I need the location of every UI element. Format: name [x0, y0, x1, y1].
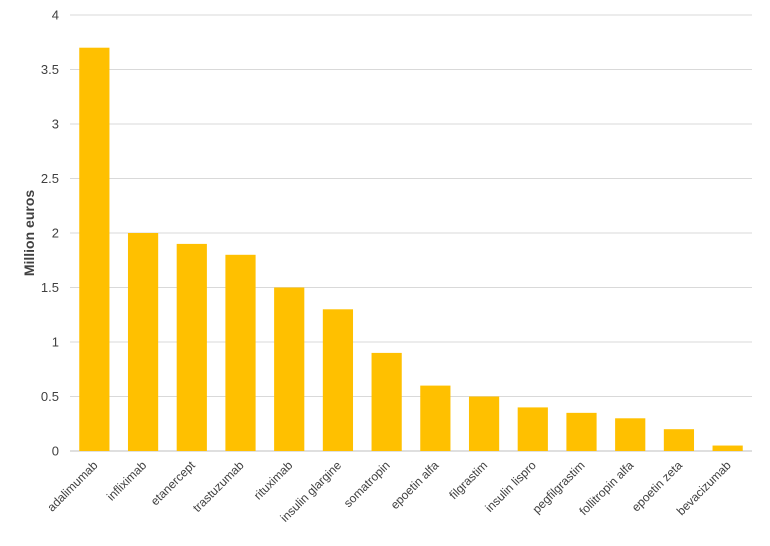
y-tick-label: 4 [52, 8, 59, 23]
y-tick-label: 3 [52, 117, 59, 132]
bar-somatropin [371, 352, 402, 451]
y-axis-ticks: 0 0.5 1 1.5 2 2.5 3 3.5 4 [41, 8, 59, 459]
y-tick-label: 2 [52, 226, 59, 241]
x-tick-label: rituximab [251, 458, 296, 503]
bar-adalimumab [79, 47, 110, 451]
bar-filgrastim [468, 396, 500, 451]
bar-insulin-glargine [322, 309, 354, 451]
bar-insulin-lispro [517, 407, 548, 451]
bar-follitropin-alfa [615, 418, 646, 451]
y-tick-label: 2.5 [41, 171, 59, 186]
x-tick-label: adalimumab [44, 458, 100, 514]
y-tick-label: 0 [52, 444, 59, 459]
bar-pegfilgrastim [566, 412, 597, 451]
y-tick-label: 1 [52, 335, 59, 350]
bar-rituximab [274, 287, 305, 451]
y-axis-label: Million euros [21, 190, 37, 277]
bars [79, 47, 743, 451]
bar-bevacizumab [712, 445, 743, 451]
bar-etanercept [176, 243, 207, 451]
x-tick-label: epoetin alfa [388, 458, 442, 512]
y-tick-label: 3.5 [41, 62, 59, 77]
x-tick-label: filgrastim [446, 458, 490, 502]
bar-epoetin-alfa [420, 385, 451, 451]
x-axis-ticks: adalimumab infliximabetanercepttrastuzuma… [44, 458, 734, 525]
x-tick-label: etanercept [148, 458, 198, 508]
x-tick-label: infliximab [104, 458, 149, 503]
gridlines [70, 14, 752, 452]
x-tick-label: trastuzumab [190, 458, 247, 515]
y-tick-label: 0.5 [41, 389, 59, 404]
bar-infliximab [127, 233, 159, 451]
x-tick-label: somatropin [341, 458, 393, 510]
y-tick-label: 1.5 [41, 280, 59, 295]
bar-epoetin-zeta [663, 429, 695, 451]
bar-trastuzumab [225, 254, 256, 451]
